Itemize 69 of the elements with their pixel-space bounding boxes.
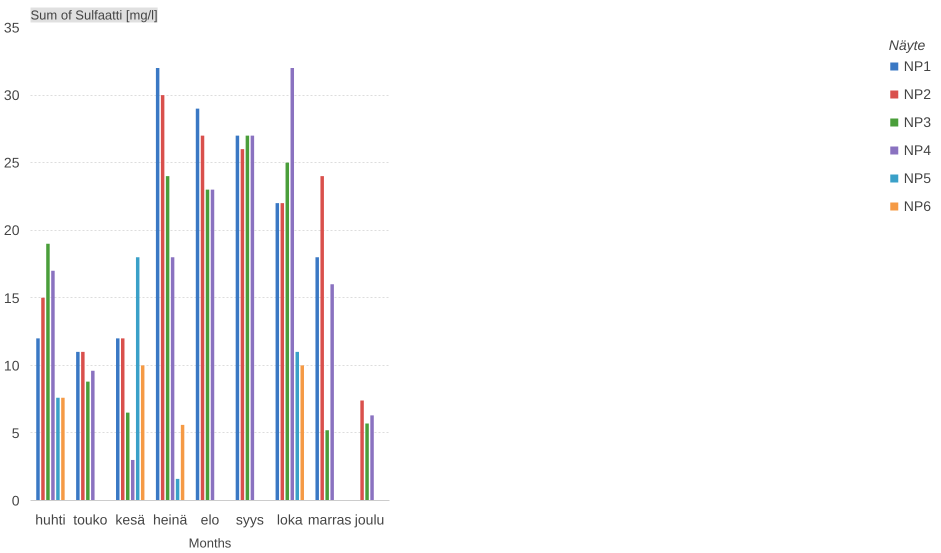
bar (196, 108, 200, 500)
bar (86, 382, 90, 500)
bar (46, 244, 50, 500)
bar (166, 176, 170, 500)
bar (200, 136, 204, 500)
y-tick-label: 0 (12, 492, 20, 508)
x-tick-label: elo (200, 512, 220, 528)
bar (121, 338, 124, 500)
bar (140, 365, 144, 500)
bar (76, 352, 80, 500)
bar (206, 190, 210, 500)
bar (296, 352, 299, 500)
bar (290, 68, 294, 500)
bar (36, 338, 40, 500)
x-tick-label: loka (276, 512, 303, 528)
x-tick-label: syys (236, 512, 264, 528)
bar (116, 338, 120, 500)
legend-title: Näyte (888, 37, 926, 53)
legend-label: NP5 (904, 170, 931, 186)
legend-label: NP6 (904, 198, 931, 214)
legend-label: NP1 (904, 58, 931, 74)
x-tick-label: kesä (115, 512, 146, 528)
bar (286, 162, 290, 500)
bar (250, 136, 254, 500)
y-axis-title: Sum of Sulfaatti [mg/l] (30, 8, 158, 22)
bar (330, 284, 334, 500)
y-tick-label: 25 (4, 154, 20, 171)
y-tick-label: 5 (12, 424, 20, 441)
bar (126, 412, 130, 500)
bar (160, 95, 164, 500)
legend-label: NP4 (904, 142, 931, 158)
bar (300, 365, 304, 500)
y-tick-label: 30 (4, 87, 20, 104)
bar (56, 398, 60, 500)
x-tick-label: huhti (35, 512, 66, 528)
y-tick-label: 35 (4, 20, 20, 36)
bar (136, 257, 140, 500)
bar (246, 136, 250, 500)
bar (130, 460, 134, 500)
bar (325, 430, 329, 500)
bar (240, 149, 244, 500)
legend-label: NP3 (904, 114, 931, 130)
bar (156, 68, 160, 500)
bar (41, 298, 45, 500)
y-tick-label: 10 (4, 357, 20, 374)
bar (81, 352, 85, 500)
bar (360, 400, 364, 500)
x-tick-label: joulu (354, 512, 384, 528)
x-tick-label: touko (73, 512, 108, 528)
x-tick-label: heinä (152, 512, 188, 528)
bar (61, 398, 65, 500)
bar (370, 415, 374, 500)
bar (276, 203, 280, 500)
bar (51, 270, 55, 500)
bar (320, 176, 324, 500)
bar (315, 257, 319, 500)
bar (170, 257, 174, 500)
x-tick-label: marras (308, 512, 352, 528)
y-tick-label: 20 (4, 222, 20, 238)
x-axis-title: Months (188, 536, 232, 550)
legend-label: NP2 (904, 86, 931, 102)
bar (176, 478, 180, 500)
bar (180, 424, 184, 500)
bar (91, 370, 95, 500)
bar (236, 136, 240, 500)
y-tick-label: 15 (4, 290, 20, 306)
bar (280, 203, 284, 500)
bar (210, 190, 214, 500)
bar (365, 423, 369, 500)
